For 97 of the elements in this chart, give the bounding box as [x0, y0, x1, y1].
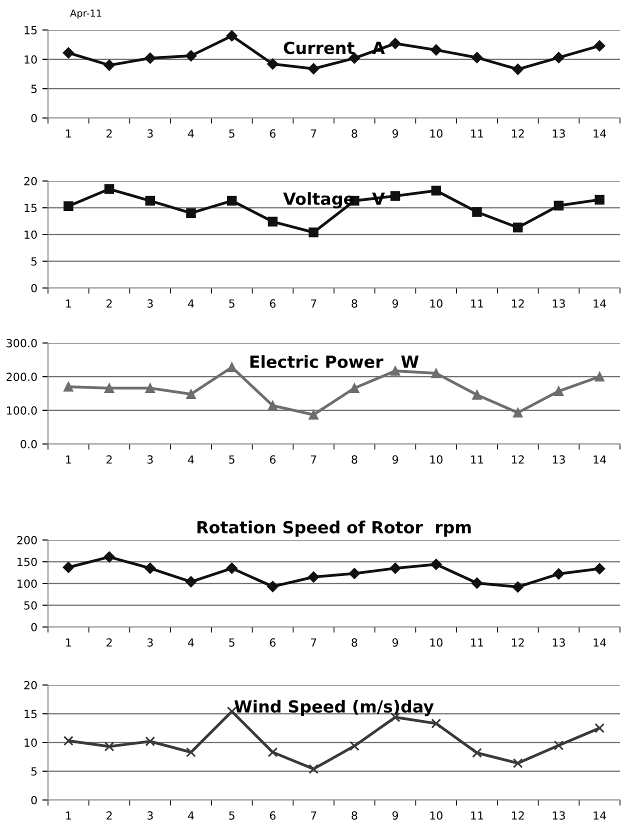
y-tick-label: 200: [17, 536, 37, 544]
y-tick-label: 5: [31, 84, 37, 94]
y-tick-label: 50: [24, 601, 37, 610]
y-tick-label: 0.0: [20, 440, 37, 448]
y-tick-label: 200.0: [6, 372, 37, 382]
x-tick-label: 12: [512, 455, 524, 464]
x-tick-label: 10: [430, 299, 442, 308]
x-tick-label: 9: [392, 299, 398, 308]
x-tick-label: 3: [147, 455, 153, 464]
x-tick-label: 10: [430, 638, 442, 647]
y-tick-label: 0: [31, 114, 37, 122]
x-tick-label: 6: [270, 638, 276, 647]
x-tick-label: 5: [229, 455, 234, 464]
x-tick-label: 2: [106, 455, 112, 464]
x-tick-label: 2: [106, 129, 112, 138]
x-tick-label: 7: [310, 638, 316, 647]
x-tick-label: 3: [147, 811, 153, 820]
y-tick-label: 0: [31, 284, 37, 292]
x-tick-label: 5: [229, 129, 234, 138]
x-tick-label: 14: [594, 455, 606, 464]
x-tick-label: 3: [147, 129, 153, 138]
x-tick-label: 3: [147, 638, 153, 647]
x-tick-label: 8: [352, 129, 358, 138]
x-tick-label: 13: [552, 299, 565, 308]
x-tick-label: 4: [188, 811, 194, 820]
x-tick-label: 1: [66, 455, 71, 464]
x-tick-label: 8: [352, 455, 358, 464]
x-tick-label: 1: [66, 638, 71, 647]
y-tick-label: 0: [31, 622, 37, 632]
text: Apr-11: [70, 10, 102, 19]
x-tick-label: 12: [512, 299, 524, 308]
y-tick-label: 10: [24, 230, 37, 239]
y-tick-label: 20: [24, 176, 37, 186]
y-tick-label: 300.0: [6, 338, 37, 348]
y-tick-label: 10: [24, 55, 37, 64]
x-tick-label: 12: [512, 811, 524, 820]
x-tick-label: 1: [66, 129, 71, 138]
y-tick-label: 100: [18, 579, 37, 588]
x-tick-label: 10: [430, 811, 442, 820]
x-tick-label: 13: [552, 811, 565, 820]
x-tick-label: 9: [392, 638, 398, 647]
y-tick-label: 5: [31, 257, 37, 266]
x-tick-label: 14: [594, 811, 606, 820]
y-tick-label: 15: [24, 710, 37, 718]
x-tick-label: 5: [229, 811, 234, 820]
x-tick-label: 8: [352, 299, 358, 308]
x-tick-label: 9: [392, 455, 398, 464]
x-tick-label: 7: [310, 129, 316, 138]
x-tick-label: 11: [471, 129, 484, 138]
x-tick-label: 6: [270, 299, 276, 308]
x-tick-label: 2: [106, 299, 112, 308]
x-tick-label: 1: [66, 299, 71, 308]
x-tick-label: 4: [188, 299, 194, 308]
text: Electric Power W: [250, 355, 419, 368]
y-tick-label: 100.0: [6, 406, 37, 415]
x-tick-label: 6: [270, 811, 276, 820]
y-tick-label: 15: [24, 204, 37, 212]
x-tick-label: 14: [594, 129, 606, 138]
x-tick-label: 8: [352, 638, 358, 647]
x-tick-label: 13: [552, 129, 565, 138]
x-tick-label: 11: [471, 455, 484, 464]
chart-title: Rotation Speed of Rotor rpm: [197, 520, 471, 537]
x-tick-label: 12: [512, 638, 524, 647]
x-tick-label: 14: [594, 638, 606, 647]
x-tick-label: 12: [512, 129, 524, 138]
x-tick-label: 3: [147, 299, 153, 308]
x-tick-label: 4: [188, 455, 194, 464]
x-tick-label: 11: [471, 638, 484, 647]
x-tick-label: 4: [188, 638, 194, 647]
x-tick-label: 10: [430, 129, 442, 138]
x-tick-label: 9: [392, 811, 398, 820]
y-tick-label: 20: [24, 680, 37, 690]
x-tick-label: 14: [594, 299, 606, 308]
y-tick-label: 15: [24, 26, 37, 34]
x-tick-label: 9: [392, 129, 398, 138]
y-tick-label: 150: [18, 558, 37, 566]
y-tick-label: 0: [31, 796, 37, 804]
x-tick-label: 11: [471, 299, 484, 308]
x-tick-label: 2: [106, 811, 112, 820]
x-tick-label: 8: [352, 811, 358, 820]
text: Wind Speed (m/s)day: [234, 700, 434, 716]
x-tick-label: 6: [270, 455, 276, 464]
x-tick-label: 5: [229, 299, 234, 308]
x-tick-label: 10: [430, 455, 442, 464]
y-tick-label: 5: [31, 767, 37, 776]
x-tick-label: 13: [552, 455, 565, 464]
x-tick-label: 7: [310, 811, 316, 820]
x-tick-label: 7: [310, 455, 316, 464]
x-tick-label: 13: [552, 638, 565, 647]
x-tick-label: 5: [229, 638, 234, 647]
x-tick-label: 11: [471, 811, 484, 820]
x-tick-label: 2: [106, 638, 112, 647]
x-tick-label: 6: [270, 129, 276, 138]
x-tick-label: 4: [188, 129, 194, 138]
x-tick-label: 7: [310, 299, 316, 308]
y-tick-label: 10: [24, 738, 37, 747]
x-tick-label: 1: [66, 811, 71, 820]
